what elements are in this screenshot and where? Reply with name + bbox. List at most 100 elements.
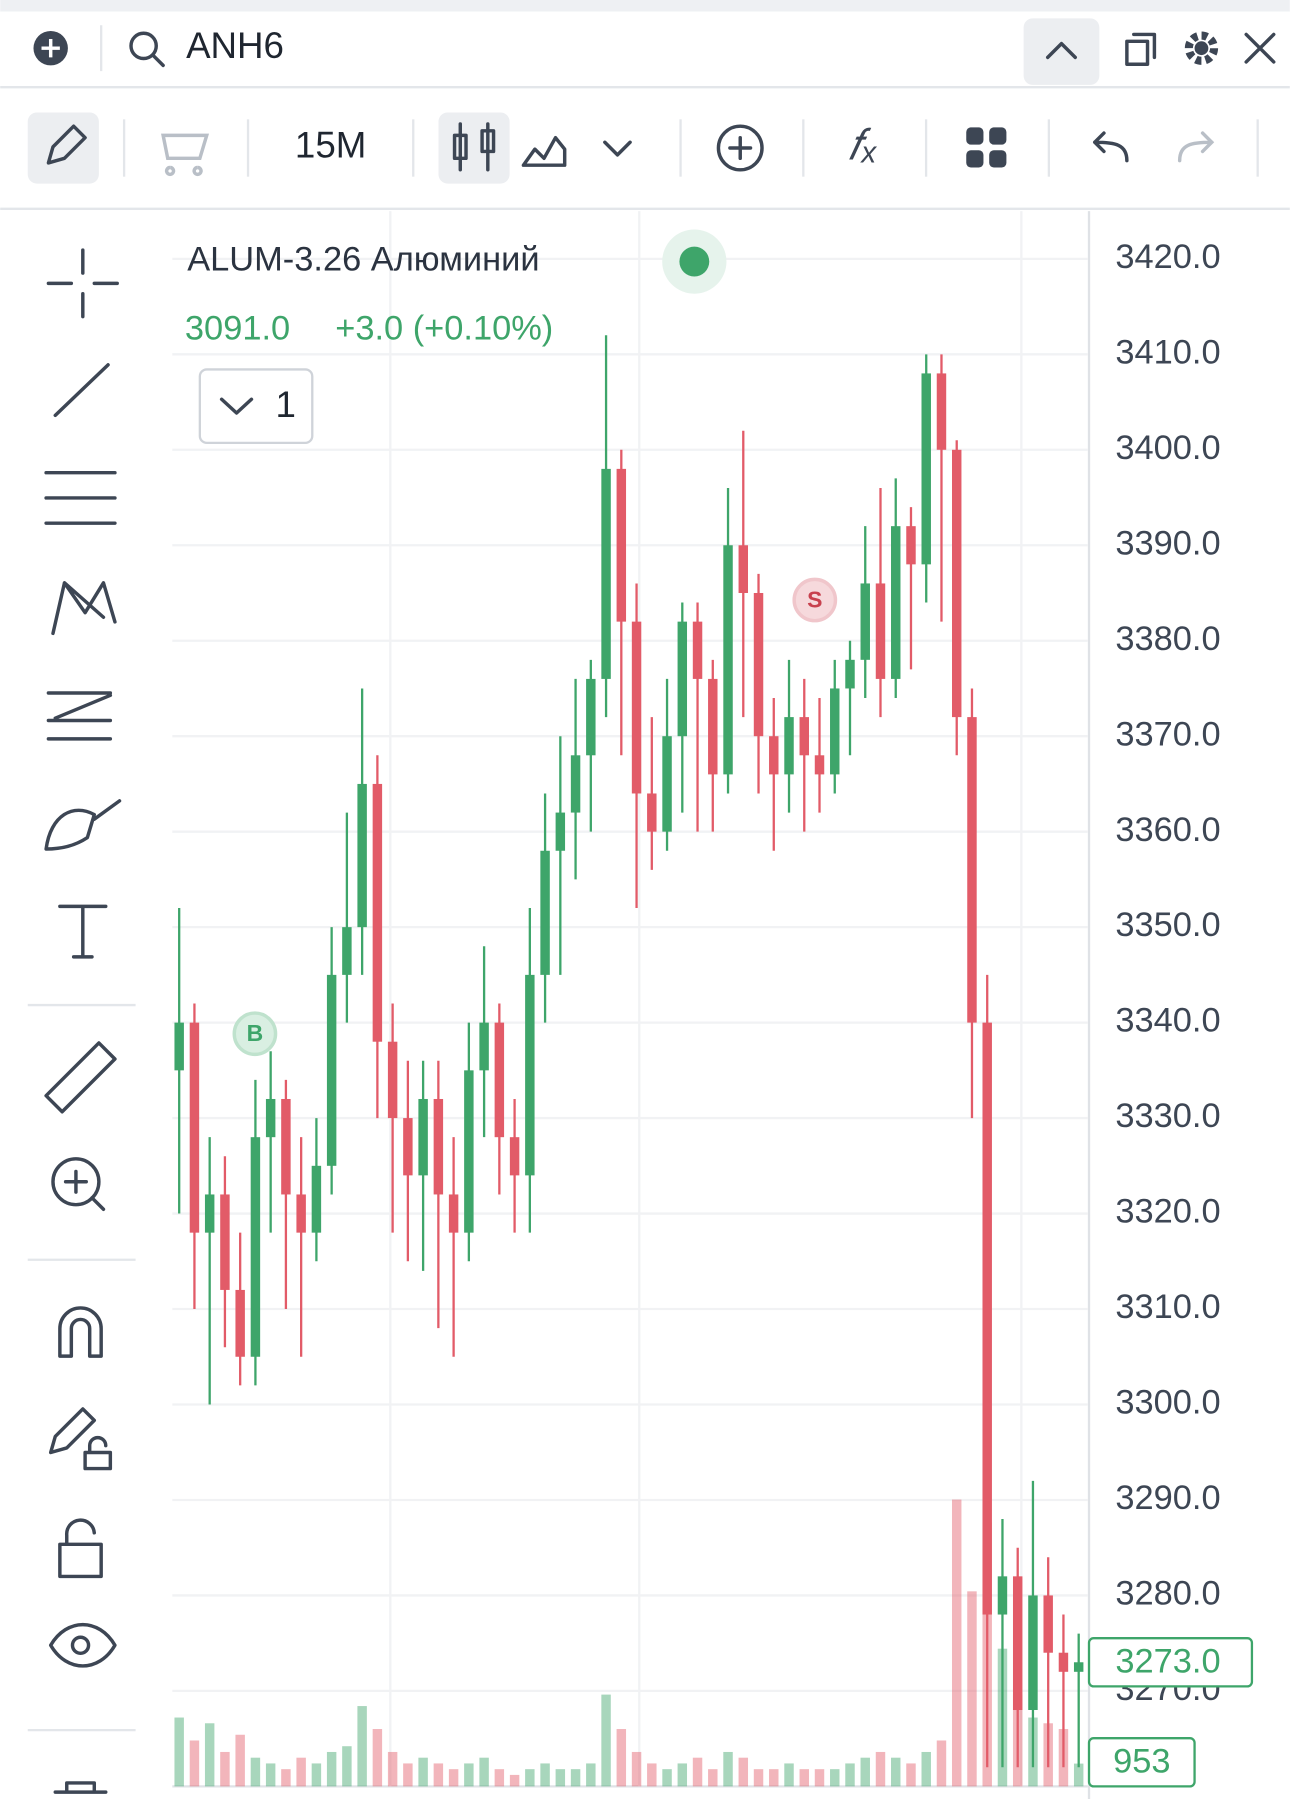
legend-toggle[interactable]: [198, 368, 314, 445]
candle-body: [189, 1022, 200, 1233]
volume-tag-label: 953: [1113, 1743, 1170, 1781]
volume-bar: [281, 1769, 291, 1787]
status-dot: [679, 246, 710, 277]
volume-tag: [1087, 1737, 1196, 1788]
volume-bar: [662, 1769, 672, 1787]
volume-bar: [799, 1769, 809, 1787]
volume-bar: [403, 1763, 413, 1787]
sell-marker[interactable]: [792, 577, 838, 623]
candle-body: [418, 1098, 428, 1176]
candle-body: [357, 783, 367, 928]
fib-tool[interactable]: [46, 691, 113, 741]
delete-tool[interactable]: [53, 1781, 108, 1794]
candle-body: [235, 1289, 245, 1357]
volume-bar: [845, 1763, 855, 1787]
window-icon-back: [1132, 32, 1157, 60]
undo-icon[interactable]: [1093, 131, 1129, 163]
chevron-down[interactable]: [603, 140, 632, 157]
settings-icon[interactable]: [1184, 31, 1219, 65]
candle-body: [448, 1194, 459, 1233]
candle-body: [814, 755, 825, 775]
candle-body: [692, 621, 703, 679]
candle-body: [586, 678, 596, 756]
volume-bar: [296, 1757, 306, 1787]
zoom-tool[interactable]: [51, 1157, 101, 1207]
unlock-tool[interactable]: [58, 1518, 103, 1579]
volume-bar: [677, 1763, 688, 1787]
candle-body: [509, 1137, 520, 1176]
candle-body: [875, 583, 886, 679]
grid-icon: [989, 150, 1007, 168]
candle-body: [662, 736, 672, 832]
lock-drawings-tool[interactable]: [48, 1407, 113, 1471]
volume-bar: [540, 1763, 550, 1787]
parallel-tool[interactable]: [44, 470, 117, 525]
candle-body: [326, 974, 337, 1166]
y-tick-label: 3420.0: [1115, 238, 1220, 276]
volume-bar: [738, 1757, 749, 1787]
volume-bar: [326, 1751, 337, 1787]
brush-tool[interactable]: [44, 799, 122, 851]
volume-bar: [479, 1757, 489, 1787]
y-tick-label: 3400.0: [1115, 429, 1220, 467]
volume-bar: [311, 1763, 322, 1787]
redo-icon[interactable]: [1177, 131, 1215, 163]
candle-body: [967, 717, 977, 1023]
y-tick-label: 3380.0: [1115, 620, 1220, 658]
ruler-tool[interactable]: [44, 1041, 117, 1114]
search-icon[interactable]: [129, 31, 158, 61]
volume-bar: [708, 1769, 718, 1787]
left-toolbar: [27, 248, 136, 1794]
legend-count: 1: [276, 384, 296, 425]
y-tick-label: 3320.0: [1115, 1193, 1220, 1231]
change: +3.0 (+0.10%): [335, 310, 553, 348]
candle-body: [845, 659, 855, 689]
volume-bar: [555, 1769, 566, 1787]
area-icon[interactable]: [521, 135, 567, 167]
candles-button[interactable]: [438, 112, 510, 184]
line-tool[interactable]: [53, 363, 110, 418]
volume-bar: [784, 1763, 794, 1787]
y-tick-label: 3350.0: [1115, 906, 1220, 944]
symbol[interactable]: ANH6: [186, 25, 284, 66]
candle-body: [601, 468, 611, 679]
magnet-tool[interactable]: [58, 1306, 103, 1358]
candle-body: [1012, 1576, 1023, 1711]
settings-hub: [1194, 41, 1209, 56]
candle-body: [830, 688, 840, 775]
candle-body: [403, 1118, 413, 1176]
grid-icon[interactable]: [966, 127, 984, 145]
text-tool[interactable]: [58, 904, 108, 959]
candle-body: [708, 678, 718, 775]
vertical-grid: [389, 211, 1023, 1787]
draw-button[interactable]: [27, 112, 99, 184]
indicator-add[interactable]: [716, 124, 764, 172]
fx-icon[interactable]: 𝑓ₓ: [848, 122, 878, 170]
candle-body: [1058, 1652, 1069, 1672]
candle-body: [677, 621, 688, 737]
interval[interactable]: 15M: [295, 125, 366, 166]
grid-icon: [989, 127, 1007, 145]
window-icon[interactable]: [1125, 39, 1150, 66]
candle-body: [936, 373, 947, 450]
toolbar-separators: [122, 119, 1259, 177]
candle-body: [982, 1022, 992, 1615]
chart-title: ALUM-3.26 Алюминий: [187, 241, 539, 279]
pattern-tool[interactable]: [51, 581, 117, 636]
y-tick-label: 3390.0: [1115, 524, 1220, 562]
buy-marker[interactable]: [232, 1011, 278, 1057]
volume-bar: [830, 1769, 840, 1787]
crosshair-tool[interactable]: [46, 248, 119, 319]
collapse-button[interactable]: [1023, 18, 1100, 85]
candle-body: [723, 545, 733, 775]
close-icon[interactable]: [1244, 32, 1276, 64]
candle-body: [174, 1022, 184, 1071]
y-tick-label: 3360.0: [1115, 811, 1220, 849]
candle-body: [906, 526, 916, 565]
price-tag-label: 3273.0: [1115, 1643, 1220, 1681]
candle-body: [372, 783, 383, 1042]
volume-bar: [631, 1751, 642, 1787]
visibility-tool[interactable]: [48, 1622, 117, 1668]
cart-icon[interactable]: [161, 133, 210, 177]
y-tick-label: 3310.0: [1115, 1288, 1220, 1326]
